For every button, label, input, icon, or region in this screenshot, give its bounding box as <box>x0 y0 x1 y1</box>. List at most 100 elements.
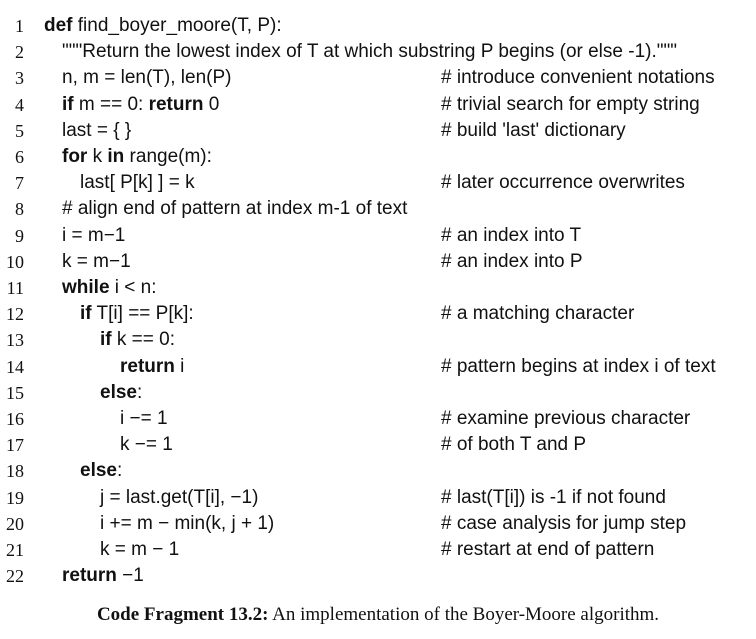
code-text: """Return the lowest index of T at which… <box>62 39 677 65</box>
code-line: 2 """Return the lowest index of T at whic… <box>0 39 756 65</box>
line-number: 4 <box>15 94 24 115</box>
code-token: k = m − 1 <box>100 539 180 560</box>
code-keyword: for <box>62 146 88 167</box>
code-line: 3 n, m = len(T), len(P) # introduce conven… <box>0 65 756 91</box>
code-comment: # an index into P <box>441 250 583 272</box>
code-text: else: <box>80 458 122 484</box>
code-token: i −= 1 <box>120 408 168 429</box>
code-line: 10 k = m−1 # an index into P <box>0 249 756 275</box>
code-line: 8 # align end of pattern at index m-1 of … <box>0 196 756 222</box>
code-token: i += m − min(k, j + 1) <box>100 512 275 534</box>
code-line: 19 j = last.get(T[i], −1) # last(T[i]) is … <box>0 485 756 511</box>
code-comment: # a matching character <box>441 303 635 325</box>
code-comment: # introduce convenient notations <box>441 67 715 89</box>
code-comment: # restart at end of pattern <box>441 539 655 560</box>
code-line: 17 k −= 1 # of both T and P <box>0 432 756 458</box>
code-text: k = m − 1 <box>100 537 179 563</box>
code-token: k −= 1 <box>120 434 173 456</box>
code-line: 16 i −= 1 # examine previous character <box>0 406 756 432</box>
line-number: 1 <box>15 16 24 36</box>
code-comment: # later occurrence overwrites <box>441 172 685 194</box>
code-text: k −= 1 <box>120 432 173 458</box>
code-line: 22 return −1 <box>0 563 756 589</box>
line-number: 19 <box>6 487 24 508</box>
caption-label: Code Fragment 13.2: <box>96 604 269 625</box>
code-text: if m == 0: return 0 <box>62 92 219 118</box>
line-number: 20 <box>6 513 24 534</box>
code-text: last = { } <box>62 118 131 144</box>
code-token: j = last.get(T[i], −1) <box>100 486 259 508</box>
line-number: 5 <box>15 120 24 141</box>
code-keyword: def <box>44 15 73 36</box>
code-line: 18 else: <box>0 458 756 484</box>
code-line: 12 if T[i] == P[k]: # a matching character <box>0 301 756 327</box>
code-comment: # trivial search for empty string <box>441 93 700 115</box>
line-number: 13 <box>6 330 24 351</box>
code-keyword: if <box>80 303 92 325</box>
code-token: find_boyer_moore(T, P): <box>72 15 282 36</box>
code-comment: # of both T and P <box>441 434 587 456</box>
line-number: 10 <box>6 251 24 272</box>
code-comment: # pattern begins at index i of text <box>441 355 716 377</box>
code-comment: # examine previous character <box>441 408 691 429</box>
code-token: """Return the lowest index of T at which… <box>62 41 677 63</box>
code-text: k = m−1 <box>62 249 131 275</box>
code-text: return i <box>120 354 184 380</box>
code-text: i = m−1 <box>62 223 125 249</box>
code-token: k == 0: <box>111 329 175 351</box>
line-number: 14 <box>6 356 24 377</box>
code-line: 9 i = m−1 # an index into T <box>0 223 756 249</box>
code-keyword: in <box>107 146 125 167</box>
caption-text: An implementation of the Boyer-Moore alg… <box>268 604 660 625</box>
code-token: : <box>116 460 123 482</box>
code-token: k = m−1 <box>62 250 131 272</box>
code-text: else: <box>100 380 142 406</box>
code-text: # align end of pattern at index m-1 of t… <box>62 196 407 222</box>
code-keyword: return <box>62 565 117 587</box>
code-caption: Code Fragment 13.2: An implementation of… <box>0 604 756 626</box>
code-line: 11 while i < n: <box>0 275 756 301</box>
code-token: last[ P[k] ] = k <box>80 172 195 194</box>
code-line: 1 def find_boyer_moore(T, P): <box>0 13 756 39</box>
code-text: i += m − min(k, j + 1) <box>100 511 274 537</box>
code-line: 20 i += m − min(k, j + 1) # case analysis … <box>0 511 756 537</box>
code-line: 21 k = m − 1 # restart at end of pattern <box>0 537 756 563</box>
line-number: 22 <box>6 566 24 587</box>
line-number: 6 <box>15 147 24 167</box>
code-line: 7 last[ P[k] ] = k # later occurrence over… <box>0 170 756 196</box>
code-keyword: if <box>100 329 112 351</box>
code-line: 15 else: <box>0 380 756 406</box>
code-comment: # last(T[i]) is -1 if not found <box>441 486 666 508</box>
code-token: 0 <box>203 93 220 115</box>
code-line: 13 if k == 0: <box>0 327 756 353</box>
code-text: if k == 0: <box>100 327 175 353</box>
line-number: 15 <box>6 382 24 403</box>
code-keyword: else <box>100 381 137 403</box>
line-number: 11 <box>6 278 24 298</box>
code-text: n, m = len(T), len(P) <box>62 65 231 91</box>
code-line: 6 for k in range(m): <box>0 144 756 170</box>
code-token: n, m = len(T), len(P) <box>62 67 232 89</box>
code-token: −1 <box>116 565 144 587</box>
code-token: : <box>136 381 143 403</box>
code-comment: # an index into T <box>441 224 582 246</box>
code-token: range(m): <box>124 146 212 167</box>
line-number: 7 <box>15 173 24 194</box>
code-text: last[ P[k] ] = k <box>80 170 195 196</box>
line-number: 3 <box>15 68 24 89</box>
line-number: 12 <box>6 304 24 325</box>
code-token: last = { } <box>62 119 132 141</box>
line-number: 21 <box>6 540 24 560</box>
code-keyword: while <box>62 277 110 298</box>
code-text: return −1 <box>62 563 144 589</box>
code-token: m == 0: <box>73 93 149 115</box>
line-number: 8 <box>15 199 24 220</box>
code-token: i = m−1 <box>62 224 126 246</box>
code-text: i −= 1 <box>120 406 168 432</box>
line-number: 2 <box>15 42 24 63</box>
line-number: 9 <box>15 225 24 246</box>
code-token: # align end of pattern at index m-1 of t… <box>62 198 408 220</box>
code-token: T[i] == P[k]: <box>91 303 194 325</box>
line-number: 17 <box>6 435 24 456</box>
